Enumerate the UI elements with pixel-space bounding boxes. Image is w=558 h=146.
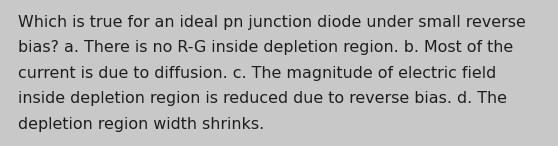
Text: current is due to diffusion. c. The magnitude of electric field: current is due to diffusion. c. The magn… xyxy=(18,66,496,81)
Text: bias? a. There is no R-G inside depletion region. b. Most of the: bias? a. There is no R-G inside depletio… xyxy=(18,40,513,55)
Text: depletion region width shrinks.: depletion region width shrinks. xyxy=(18,117,264,132)
Text: inside depletion region is reduced due to reverse bias. d. The: inside depletion region is reduced due t… xyxy=(18,91,507,106)
Text: Which is true for an ideal pn junction diode under small reverse: Which is true for an ideal pn junction d… xyxy=(18,15,526,30)
